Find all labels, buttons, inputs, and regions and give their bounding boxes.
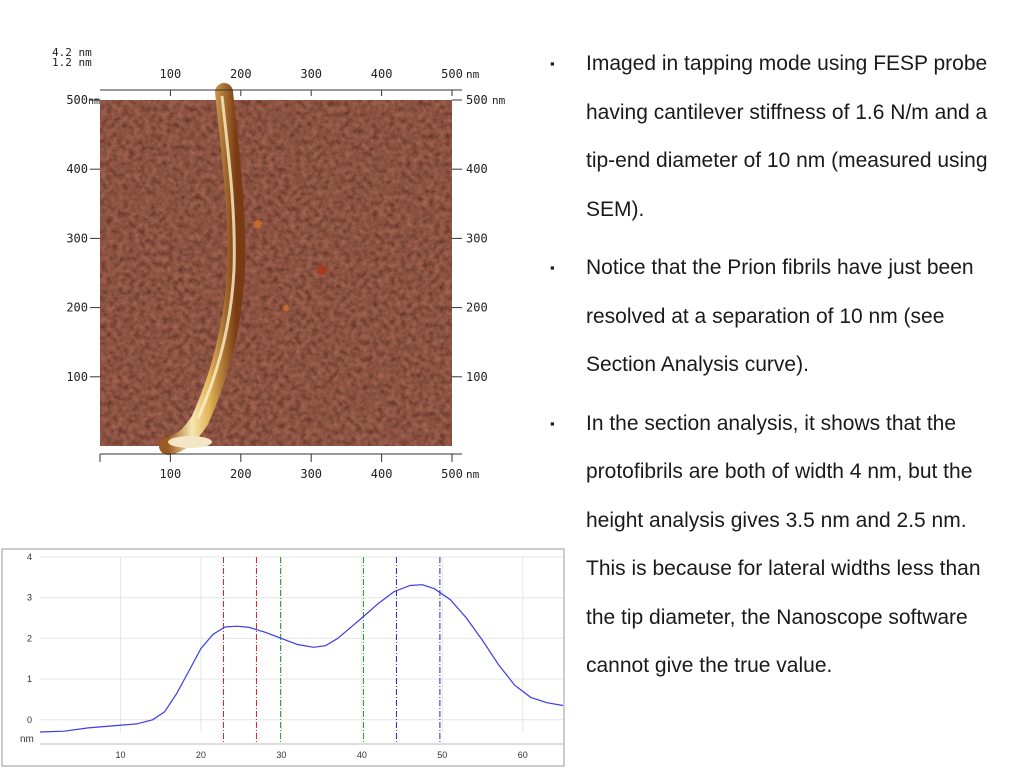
z-scale-bottom: 1.2 nm — [52, 56, 92, 69]
afm-x-tick-label-bottom: 100 — [160, 467, 182, 481]
afm-x-tick-label-bottom: 300 — [300, 467, 322, 481]
x-tick-label: 10 — [115, 750, 125, 760]
afm-axes — [90, 89, 462, 462]
afm-x-unit-top: nm — [466, 68, 480, 81]
afm-y-tick-label-right: 200 — [466, 301, 488, 315]
afm-surface-texture — [100, 100, 452, 446]
afm-y-tick-label-right: 500 — [466, 93, 488, 107]
bullet-text: In the section analysis, it shows that t… — [586, 411, 981, 678]
afm-x-tick-label-top: 100 — [160, 67, 182, 81]
x-tick-label: 30 — [276, 750, 286, 760]
afm-x-tick-label-top: 400 — [371, 67, 393, 81]
x-tick-label: 40 — [357, 750, 367, 760]
y-tick-label: 2 — [27, 633, 32, 643]
afm-x-tick-label-bottom: 200 — [230, 467, 252, 481]
height-profile-line — [39, 584, 564, 733]
afm-y-unit-right: nm — [492, 94, 506, 107]
afm-y-tick-label-left: 300 — [66, 231, 88, 245]
bullet-marker: ▪ — [550, 260, 555, 275]
afm-y-tick-label-left: 200 — [66, 301, 88, 315]
chart-frame — [1, 548, 565, 767]
fibril-base — [168, 436, 212, 448]
y-tick-label: 1 — [27, 674, 32, 684]
z-scale-top: 4.2 nm — [52, 46, 92, 59]
prion-fibril — [159, 83, 246, 455]
afm-x-tick-label-bottom: 500 — [441, 467, 463, 481]
bullet-list: ▪ Imaged in tapping mode using FESP probe… — [550, 40, 1010, 701]
afm-x-tick-label-top: 300 — [300, 67, 322, 81]
y-tick-label: 3 — [27, 593, 32, 603]
afm-x-tick-label-top: 200 — [230, 67, 252, 81]
afm-y-tick-label-right: 400 — [466, 162, 488, 176]
afm-y-tick-label-left: 400 — [66, 162, 88, 176]
section-analysis-chart: 10 20 30 40 50 60 0 1 2 3 4 nm — [1, 548, 565, 767]
bullet-item: ▪ Imaged in tapping mode using FESP probe… — [550, 40, 1010, 234]
surface-particle — [317, 265, 327, 275]
afm-x-tick-label-top: 500 — [441, 67, 463, 81]
afm-y-unit-left: nm — [88, 96, 100, 107]
afm-y-tick-label-left: 100 — [66, 370, 88, 384]
afm-height-image: 4.2 nm 1.2 nm 100 100 200 200 300 300 400 400 50… — [52, 46, 506, 481]
x-tick-label: 50 — [437, 750, 447, 760]
afm-x-tick-label-bottom: 400 — [371, 467, 393, 481]
bullet-marker: ▪ — [550, 56, 555, 71]
bullet-item: ▪ Notice that the Prion fibrils have just… — [550, 244, 1010, 390]
prion-fibril-highlight — [196, 95, 236, 419]
bullet-text: Notice that the Prion fibrils have just … — [586, 256, 974, 376]
afm-y-tick-label-left: 500 — [66, 93, 88, 107]
bullet-marker: ▪ — [550, 415, 555, 431]
surface-particle — [283, 305, 289, 311]
x-tick-label: 20 — [196, 750, 206, 760]
bullet-text: Imaged in tapping mode using FESP probe … — [586, 52, 988, 221]
y-tick-label: 4 — [27, 552, 32, 562]
y-tick-label: 0 — [27, 715, 32, 725]
bullet-item: ▪ In the section analysis, it shows that … — [550, 400, 1010, 691]
surface-particle — [254, 220, 262, 228]
afm-y-tick-label-right: 300 — [466, 231, 488, 245]
y-axis-label: nm — [20, 734, 34, 745]
afm-x-unit-bottom: nm — [466, 468, 480, 481]
afm-y-tick-label-right: 100 — [466, 370, 488, 384]
x-tick-label: 60 — [518, 750, 528, 760]
